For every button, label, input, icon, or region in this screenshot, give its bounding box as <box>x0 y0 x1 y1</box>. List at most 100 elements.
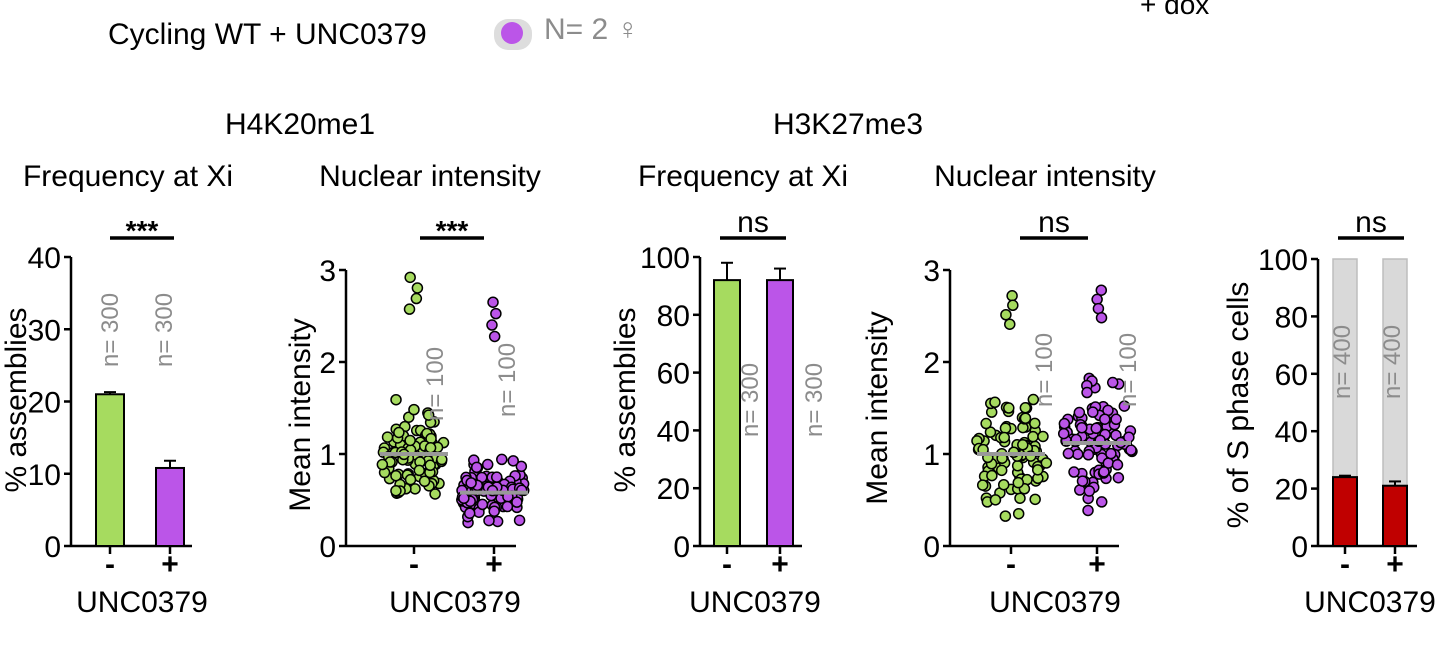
condition-label: Cycling WT + UNC0379 <box>108 18 427 51</box>
data-point <box>999 422 1012 434</box>
n-label: n= 400 <box>1379 325 1406 399</box>
panel-h3_int: Nuclear intensity ns 0 1 2 3 Mean intensity - + U… <box>861 160 1156 619</box>
data-point <box>1029 493 1041 506</box>
y-tick-label: 0 <box>673 531 690 564</box>
n-label: n= 400 <box>1329 325 1356 399</box>
panel-s_phase: ns 0 20 40 60 80 100% of S phase cells - + UNC037… <box>1222 206 1436 619</box>
data-point <box>436 453 448 466</box>
x-tick-label: - <box>722 548 732 581</box>
x-axis-label: UNC0379 <box>1304 586 1436 619</box>
data-point <box>408 403 420 416</box>
data-point <box>507 455 519 467</box>
data-point <box>1098 466 1110 478</box>
data-point <box>458 492 470 505</box>
data-point <box>404 271 416 284</box>
data-point <box>989 396 1001 409</box>
data-point <box>997 478 1010 491</box>
n-label: n= 300 <box>737 363 764 437</box>
y-tick-label: 2 <box>923 347 940 380</box>
y-axis-label: Mean intensity <box>284 318 317 511</box>
data-point <box>376 458 389 471</box>
panel-title: Frequency at Xi <box>23 160 233 193</box>
data-point <box>1125 444 1137 456</box>
data-point <box>1118 400 1131 412</box>
data-point <box>490 471 503 483</box>
data-point <box>476 498 489 511</box>
significance-label: *** <box>126 215 159 246</box>
y-tick-label: 20 <box>1275 474 1308 507</box>
y-tick-label: 40 <box>1275 416 1308 449</box>
y-tick-label: 0 <box>1291 531 1308 564</box>
data-point <box>381 431 394 443</box>
data-point <box>422 409 435 421</box>
data-point <box>418 475 431 488</box>
panel-title: Frequency at Xi <box>638 160 848 193</box>
panel-h4_freq: Frequency at Xi *** 0 10 20 30 40 % assemblies -… <box>0 160 233 619</box>
x-tick-label: - <box>1006 548 1016 581</box>
data-point <box>1081 386 1093 399</box>
data-point <box>404 473 417 486</box>
x-axis-label: UNC0379 <box>389 586 521 619</box>
data-point <box>1058 417 1071 430</box>
significance-label: *** <box>436 215 469 246</box>
data-point <box>465 477 477 489</box>
bar <box>713 279 741 547</box>
data-point <box>1090 422 1103 435</box>
data-point <box>1000 308 1012 321</box>
x-tick-label: + <box>1088 548 1106 581</box>
y-tick-label: 20 <box>28 387 61 420</box>
panel-title: Nuclear intensity <box>319 160 541 193</box>
data-point <box>1019 412 1032 424</box>
y-tick-label: 1 <box>923 439 940 472</box>
data-point <box>986 469 998 482</box>
y-tick-label: 40 <box>28 242 61 275</box>
data-point <box>1040 457 1053 469</box>
data-point <box>496 453 508 466</box>
data-point <box>403 303 416 315</box>
data-point <box>1072 448 1084 460</box>
data-point <box>404 434 416 447</box>
data-point <box>511 496 523 508</box>
data-point <box>1006 290 1018 302</box>
legend-n-label: N= 2 ♀ <box>544 13 639 46</box>
data-point <box>411 282 424 294</box>
data-point <box>1062 447 1075 460</box>
data-point <box>998 431 1010 444</box>
panel-title: Nuclear intensity <box>934 160 1156 193</box>
data-point <box>429 488 441 500</box>
data-point <box>390 393 402 406</box>
data-point <box>424 459 436 472</box>
n-label: n= 100 <box>1115 333 1142 407</box>
x-tick-label: + <box>485 548 503 581</box>
significance-label: ns <box>1355 206 1387 239</box>
n-label: n= 100 <box>494 343 521 417</box>
y-tick-label: 40 <box>657 415 690 448</box>
data-point <box>1087 406 1099 418</box>
data-point <box>1111 459 1124 471</box>
x-axis-label: UNC0379 <box>989 586 1121 619</box>
n-label: n= 300 <box>97 293 124 367</box>
data-point <box>515 460 528 473</box>
data-point <box>1007 299 1019 312</box>
data-point <box>463 507 476 519</box>
data-point <box>390 469 402 482</box>
data-point <box>1095 284 1108 296</box>
data-point <box>488 505 500 517</box>
y-axis-label: % of S phase cells <box>1222 282 1255 529</box>
data-point <box>513 514 526 527</box>
top-right-label: + dox <box>1140 0 1209 20</box>
y-tick-label: 1 <box>319 439 336 472</box>
data-point <box>481 458 494 471</box>
y-tick-label: 2 <box>319 347 336 380</box>
data-point <box>488 330 501 343</box>
significance-label: ns <box>1038 206 1070 239</box>
bar <box>95 393 125 547</box>
data-point <box>1012 507 1025 520</box>
y-tick-label: 20 <box>657 473 690 506</box>
data-point <box>1003 402 1015 414</box>
data-point <box>995 464 1008 477</box>
data-point <box>487 296 499 308</box>
data-point <box>424 442 437 454</box>
data-point <box>486 319 498 331</box>
